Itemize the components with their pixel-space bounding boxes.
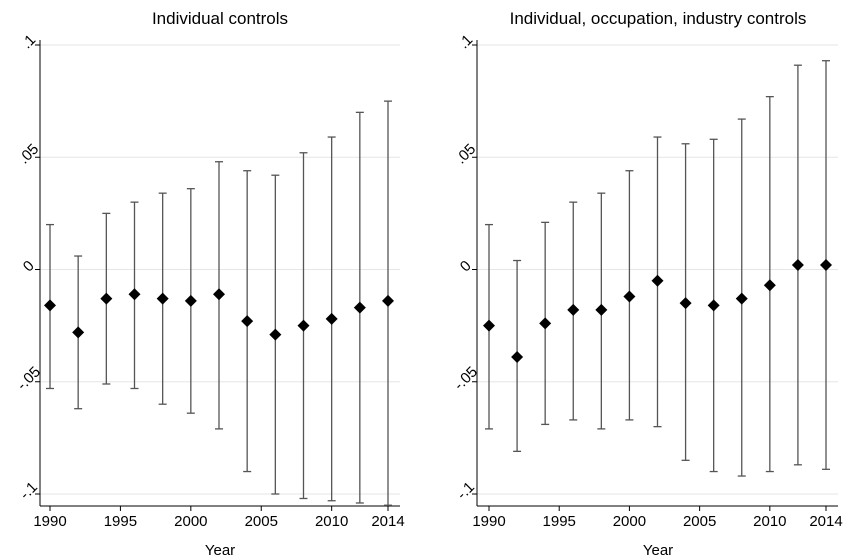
x-tick-label: 1995 <box>543 513 576 530</box>
point-estimate-1994 <box>539 317 552 330</box>
x-tick-label: 2014 <box>371 513 404 530</box>
x-axis-title: Year <box>643 542 673 559</box>
y-tick-label: -.1 <box>17 479 41 503</box>
point-estimate-1994 <box>100 292 113 305</box>
y-tick-label: 0 <box>20 257 38 275</box>
y-tick-label: 0 <box>457 257 475 275</box>
y-tick-label: .05 <box>15 141 42 168</box>
point-estimate-2006 <box>707 299 720 312</box>
point-estimate-2012 <box>353 301 366 314</box>
y-tick-label: -.1 <box>454 479 478 503</box>
point-estimate-2008 <box>735 292 748 305</box>
x-tick-label: 2010 <box>315 513 348 530</box>
point-estimate-2000 <box>184 294 197 307</box>
point-estimate-2002 <box>213 288 225 301</box>
chart-panel-individual-controls: Individual controls -.1 -.05 0 .05 .1 1990 199… <box>14 9 405 559</box>
chart-panel-individual-occupation-industry-controls: Individual, occupation, industry control… <box>451 9 843 559</box>
y-tick-label: .1 <box>455 31 476 52</box>
point-estimate-2002 <box>651 274 664 287</box>
point-estimate-2010 <box>325 312 338 325</box>
point-estimate-1996 <box>128 288 141 301</box>
point-estimate-1990 <box>483 319 495 332</box>
point-estimate-1990 <box>44 299 56 312</box>
point-estimate-2014 <box>820 259 832 272</box>
point-estimate-2000 <box>623 290 636 303</box>
x-axis-title: Year <box>205 542 235 559</box>
point-estimate-1996 <box>567 303 580 316</box>
y-tick-label: -.05 <box>14 363 44 393</box>
point-estimate-1992 <box>511 351 524 364</box>
chart-title: Individual, occupation, industry control… <box>510 9 807 28</box>
chart-title: Individual controls <box>152 9 288 28</box>
point-estimate-2004 <box>679 297 692 310</box>
x-tick-label: 1990 <box>33 513 66 530</box>
x-tick-label: 2010 <box>753 513 786 530</box>
x-tick-label: 1990 <box>472 513 505 530</box>
y-tick-label: .05 <box>452 141 479 168</box>
point-estimate-2008 <box>297 319 310 332</box>
point-estimate-1998 <box>595 303 608 316</box>
point-estimate-2004 <box>241 315 254 328</box>
point-estimate-2010 <box>763 279 776 292</box>
x-tick-label: 2005 <box>683 513 716 530</box>
point-estimate-2014 <box>382 294 394 307</box>
x-tick-label: 2000 <box>613 513 646 530</box>
x-tick-label: 1995 <box>104 513 137 530</box>
point-estimate-1998 <box>156 292 169 305</box>
y-tick-label: .1 <box>18 31 39 52</box>
point-estimate-1992 <box>72 326 85 339</box>
y-tick-label: -.05 <box>451 363 481 393</box>
point-estimate-2006 <box>269 328 282 341</box>
x-tick-label: 2014 <box>809 513 842 530</box>
x-tick-label: 2005 <box>245 513 278 530</box>
x-tick-label: 2000 <box>174 513 207 530</box>
point-estimate-2012 <box>791 259 804 272</box>
